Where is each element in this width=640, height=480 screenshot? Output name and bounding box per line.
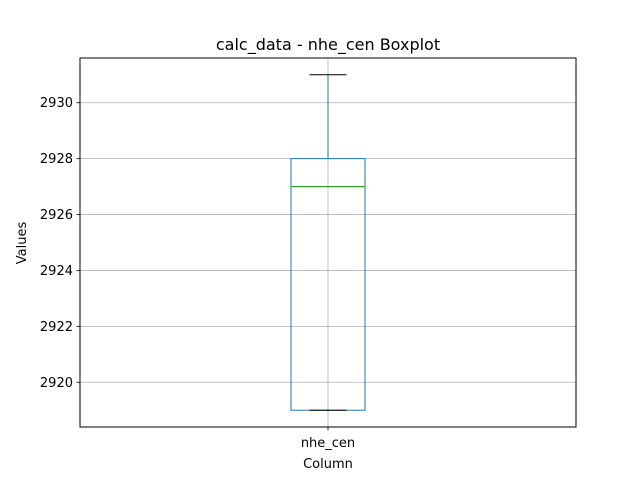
y-tick-label: 2930 <box>40 96 73 111</box>
y-tick-label: 2920 <box>40 376 73 391</box>
y-tick-label: 2928 <box>40 152 73 167</box>
y-tick-label: 2926 <box>40 208 73 223</box>
box-layer <box>290 74 366 411</box>
tick-layer: 2920 2922 2924 2926 2928 2930 nhe_cen <box>40 96 355 451</box>
chart-title: calc_data - nhe_cen Boxplot <box>216 35 440 55</box>
y-tick-label: 2922 <box>40 320 73 335</box>
x-tick-label: nhe_cen <box>301 436 355 451</box>
y-tick-label: 2924 <box>40 264 73 279</box>
y-axis-label: Values <box>15 222 30 265</box>
x-axis-label: Column <box>303 457 353 472</box>
